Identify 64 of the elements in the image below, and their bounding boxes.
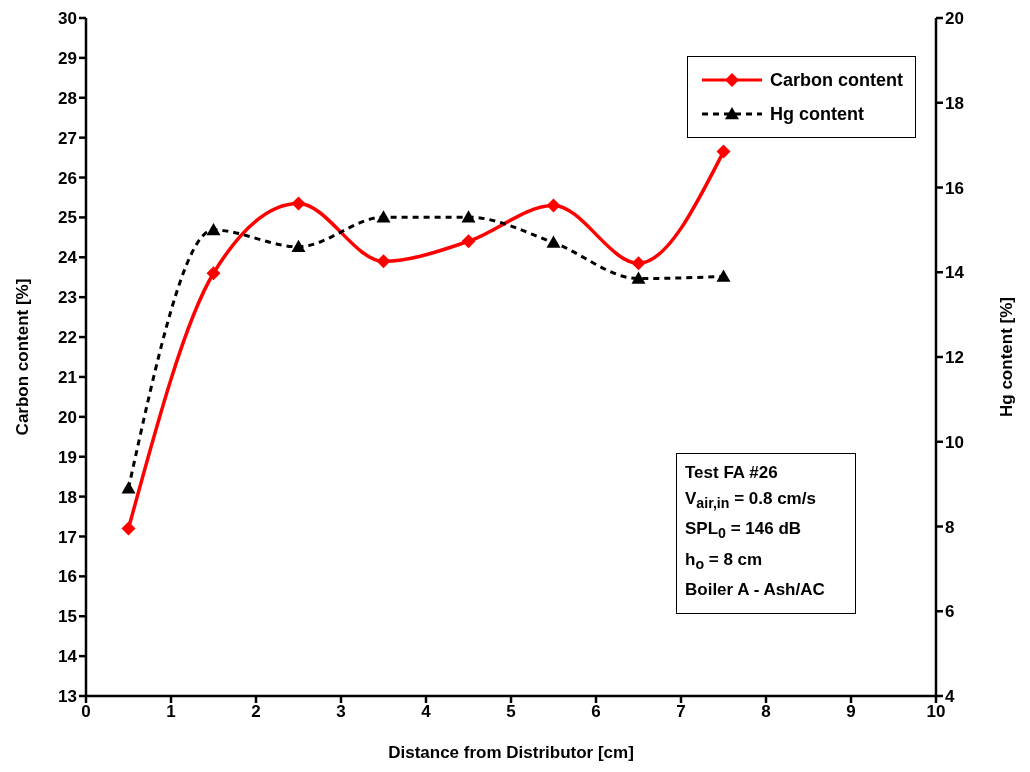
point	[461, 210, 476, 223]
point	[121, 521, 136, 536]
x-tick-label: 8	[761, 702, 771, 722]
y-tick-label: 18	[58, 487, 77, 507]
y2-tick-label: 12	[945, 348, 964, 368]
legend-label: Hg content	[770, 103, 864, 125]
y-tick-label: 23	[58, 288, 77, 308]
point	[546, 235, 561, 248]
point	[546, 198, 561, 213]
y-tick-label: 15	[58, 607, 77, 627]
point	[631, 256, 646, 271]
annotation: V$_{air,in}$ = 0.8 cm/s	[685, 488, 817, 514]
x-tick-label: 6	[591, 702, 601, 722]
x-tick-label: 2	[251, 702, 261, 722]
y2-tick-label: 18	[945, 93, 964, 113]
annotation: h$_{o}$ = 8 cm	[685, 548, 764, 575]
x-tick-label: 1	[166, 702, 176, 722]
y2-tick-label: 6	[945, 602, 955, 622]
point	[206, 266, 221, 281]
y-tick-label: 30	[58, 9, 77, 29]
y-tick-label: 26	[58, 168, 77, 188]
point	[716, 144, 731, 159]
x-tick-label: 9	[846, 702, 856, 722]
point	[716, 269, 731, 282]
y-tick-label: 16	[58, 567, 77, 587]
y-tick-label: 19	[58, 447, 77, 467]
y2-tick-label: 16	[945, 178, 964, 198]
annotation: Boiler A - Ash/AC	[685, 579, 826, 602]
point	[376, 210, 391, 223]
y-tick-label: 29	[58, 48, 77, 68]
x-axis-title: Distance from Distributor [cm]	[388, 743, 634, 762]
y2-tick-label: 20	[945, 9, 964, 29]
x-tick-label: 3	[336, 702, 346, 722]
x-tick-label: 4	[421, 702, 432, 722]
annotation: SPL$_{0}$ = 146 dB	[685, 518, 803, 544]
point	[631, 271, 646, 284]
x-tick-label: 5	[506, 702, 516, 722]
point	[121, 481, 136, 494]
y-tick-label: 24	[58, 248, 78, 268]
y-tick-label: 28	[58, 88, 77, 108]
x-tick-label: 7	[676, 702, 686, 722]
y-tick-label: 21	[58, 367, 77, 387]
y-tick-label: 25	[58, 208, 77, 228]
y2-axis-title: Hg content [%]	[997, 297, 1017, 417]
legend-label: Carbon content	[770, 69, 903, 91]
x-tick-label: 10	[926, 702, 946, 722]
point	[206, 222, 221, 236]
annotation: Test FA #26	[685, 462, 779, 484]
y2-tick-label: 4	[945, 687, 955, 707]
point	[291, 239, 306, 253]
y2-tick-label: 14	[945, 263, 965, 283]
y-tick-label: 14	[58, 647, 78, 667]
y-tick-label: 27	[58, 128, 77, 148]
y2-tick-label: 10	[945, 432, 964, 452]
point	[461, 234, 476, 249]
x-tick-label: 0	[81, 702, 91, 722]
y-tick-label: 22	[58, 328, 77, 348]
y2-tick-label: 8	[945, 517, 955, 537]
point	[376, 254, 391, 269]
y-tick-label: 20	[58, 407, 77, 427]
y-tick-label: 13	[58, 687, 77, 707]
y-tick-label: 17	[58, 527, 77, 547]
point	[291, 196, 306, 211]
y-axis-title: Carbon content [%]	[13, 278, 33, 436]
